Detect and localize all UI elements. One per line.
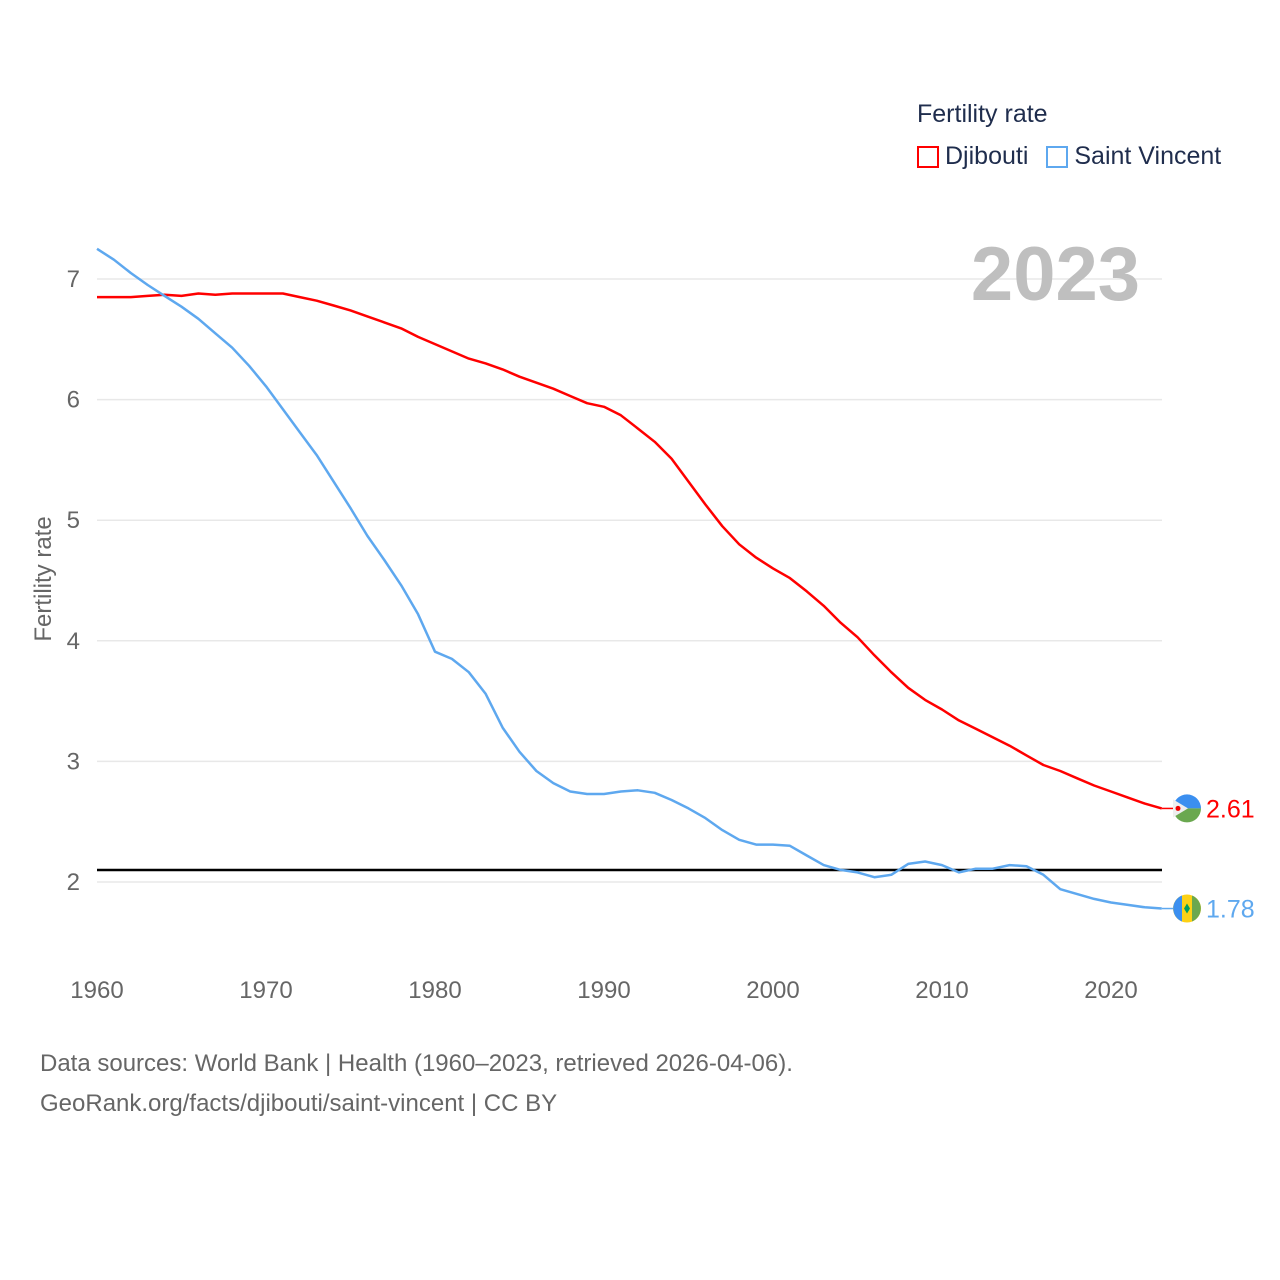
flag-djibouti-icon	[1173, 794, 1201, 823]
flag-saint-vincent-icon	[1173, 894, 1201, 923]
y-axis-label: Fertility rate	[30, 516, 57, 641]
x-tick-label: 2010	[915, 977, 968, 1004]
x-tick-label: 1990	[577, 977, 630, 1004]
x-tick-label: 1960	[70, 977, 123, 1004]
legend-swatch-saint-vincent	[1046, 145, 1069, 168]
source-line-1: Data sources: World Bank | Health (1960–…	[40, 1050, 793, 1077]
flag-part	[1192, 895, 1201, 922]
x-tick-label: 2000	[746, 977, 799, 1004]
legend-swatch-djibouti	[917, 145, 939, 168]
y-tick-label: 6	[67, 387, 80, 414]
legend-item-djibouti[interactable]: Djibouti	[917, 142, 1028, 171]
y-tick-label: 2	[67, 869, 80, 896]
legend-label: Saint Vincent	[1074, 142, 1222, 170]
x-tick-label: 1970	[239, 977, 292, 1004]
legend-title: Fertility rate	[917, 100, 1048, 128]
flag-part	[1173, 895, 1182, 922]
source-line-2[interactable]: GeoRank.org/facts/djibouti/saint-vincent…	[40, 1090, 558, 1117]
x-tick-label: 1980	[408, 977, 461, 1004]
source-note: Data sources: World Bank | Health (1960–…	[40, 1044, 793, 1124]
year-label: 2023	[971, 232, 1140, 317]
legend: Djibouti Saint Vincent	[917, 142, 1221, 171]
x-tick-label: 2020	[1084, 977, 1137, 1004]
y-tick-label: 5	[67, 507, 80, 534]
series-line-djibouti	[97, 292, 1163, 810]
legend-item-saint-vincent[interactable]: Saint Vincent	[1046, 142, 1221, 171]
flag-part	[1184, 903, 1190, 914]
legend-label: Djibouti	[945, 142, 1029, 170]
end-value-label-saint-vincent: 1.78	[1206, 896, 1255, 924]
series-line-saint-vincent	[96, 247, 1162, 910]
end-value-label-djibouti: 2.61	[1206, 795, 1255, 823]
y-tick-label: 4	[67, 628, 80, 655]
y-tick-label: 3	[67, 748, 80, 775]
flag-star	[1175, 805, 1181, 811]
y-tick-label: 7	[67, 266, 80, 293]
